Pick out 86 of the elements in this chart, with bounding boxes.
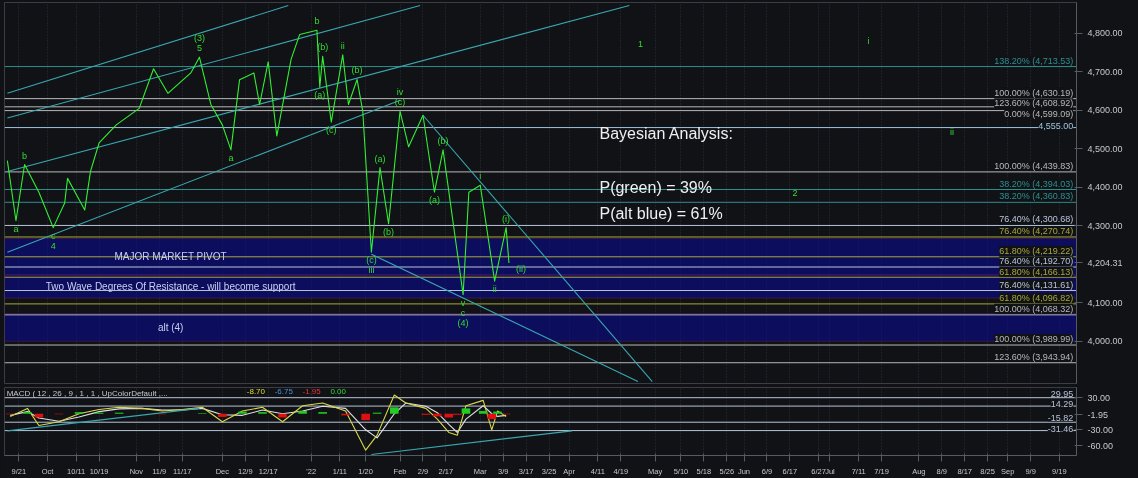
ref-line-label: 76.40% (4,270.74) <box>999 225 1074 236</box>
ref-line-label: 76.40% (4,192.70) <box>999 256 1074 267</box>
y-tick-label: 4,000.00 <box>1087 336 1123 347</box>
ref-line-label: 100.00% (4,439.83) <box>994 160 1074 171</box>
ref-line-label: 61.80% (4,219.22) <box>999 245 1074 256</box>
y-tick-label: 4,400.00 <box>1087 182 1123 193</box>
ref-line-label: 100.00% (4,630.19) <box>994 87 1074 98</box>
bar <box>461 408 471 414</box>
y-tick-label: -60.00 <box>1087 440 1114 451</box>
annotation: b <box>314 16 320 27</box>
ref-line-label: 123.60% (4,608.92) <box>994 98 1074 109</box>
annotation: MACD ( 12 , 26 , 9 , 1 , 1 , UpColorDefault ,... <box>6 388 168 398</box>
annotation: (b) <box>383 226 395 237</box>
ref-line-label: 14.29 <box>1050 399 1074 410</box>
bar <box>238 411 247 414</box>
annotation: i <box>867 35 870 46</box>
annotation: (4) <box>457 317 469 328</box>
ref-line-label: 123.60% (3,943.94) <box>994 351 1074 362</box>
bar <box>493 411 502 414</box>
bar <box>390 407 399 414</box>
y-tick-label: 4,600.00 <box>1087 105 1123 116</box>
annotation: a <box>13 223 19 234</box>
y-tick-label: 4,700.00 <box>1087 66 1123 77</box>
ref-line-label: 4,555.00 <box>1038 121 1074 132</box>
annotation: v <box>460 297 466 308</box>
line-series <box>6 29 510 296</box>
bar <box>478 411 488 414</box>
ref-line-label: -31.46 <box>1047 423 1074 434</box>
ref-line-label: 100.00% (4,068.32) <box>994 303 1074 314</box>
ref-line-label: 29.95 <box>1050 388 1074 399</box>
annotation: (b) <box>351 65 363 76</box>
annotation: 2 <box>792 188 798 198</box>
annotation: b <box>22 150 28 161</box>
band-label: alt (4) <box>157 321 184 333</box>
annotation: iii <box>368 265 375 276</box>
y-tick-label: 4,204.31 <box>1087 257 1123 268</box>
band-label: MAJOR MARKET PIVOT <box>114 251 227 263</box>
annotation: 0.00 <box>330 386 347 396</box>
ref-line-label: 138.20% (4,713.53) <box>994 55 1074 66</box>
band-label: Two Wave Degrees Of Resistance - will become support <box>45 281 296 293</box>
annotation: 5 <box>196 43 202 54</box>
annotation: i <box>479 171 482 182</box>
annotation: (3) <box>193 33 205 44</box>
y-tick-label: 4,300.00 <box>1087 220 1123 231</box>
annotation: 4 <box>50 240 56 251</box>
y-tick-label: 4,100.00 <box>1087 297 1123 308</box>
annotation: a <box>228 152 234 163</box>
ref-line-label: 38.20% (4,360.83) <box>999 191 1074 202</box>
bar <box>218 413 227 417</box>
y-tick-label: 4,800.00 <box>1087 28 1123 39</box>
annotation: ii <box>340 40 345 51</box>
annotation: (i) <box>502 213 511 224</box>
y-tick-label: 4,500.00 <box>1087 143 1123 154</box>
ref-line-label: 61.80% (4,166.13) <box>999 266 1074 277</box>
annotation: 1 <box>638 39 644 50</box>
y-tick-label: -1.95 <box>1087 409 1109 420</box>
annotation: (c) <box>394 97 406 108</box>
annotation: Bayesian Analysis: <box>599 125 733 143</box>
bar <box>361 413 370 421</box>
ref-line-label: 61.80% (4,096.82) <box>999 292 1074 303</box>
annotation: c <box>460 307 466 318</box>
annotation: iv <box>396 87 404 98</box>
ref-line-label: 0.00% (4,599.09) <box>1004 108 1074 119</box>
annotation: (a) <box>374 153 386 164</box>
annotation: -6.75 <box>274 386 294 396</box>
annotation: (a) <box>428 195 440 206</box>
ref-line-label: 100.00% (3,989.99) <box>994 334 1074 345</box>
bar <box>487 413 497 420</box>
annotation: (c) <box>366 255 377 266</box>
annotation: -1.95 <box>302 386 322 396</box>
ref-line-label: 38.20% (4,394.03) <box>999 178 1074 189</box>
y-tick-label: 30.00 <box>1087 392 1111 403</box>
ref-line-label: 76.40% (4,300.68) <box>999 214 1074 225</box>
annotation: -8.70 <box>246 386 266 396</box>
annotation: ii <box>492 284 497 295</box>
bar <box>298 411 307 414</box>
y-tick-label: -30.00 <box>1087 424 1114 435</box>
annotation: (a) <box>314 90 326 101</box>
annotation: (c) <box>326 125 337 136</box>
annotation: c <box>50 230 56 241</box>
ref-line-label: -15.82 <box>1047 413 1074 424</box>
annotation: P(alt blue) = 61% <box>599 205 723 223</box>
annotation: ii <box>950 127 954 138</box>
ref-line-label: 76.40% (4,131.61) <box>999 279 1074 290</box>
annotation: (ii) <box>515 264 526 275</box>
annotation: P(green) = 39% <box>599 178 712 196</box>
